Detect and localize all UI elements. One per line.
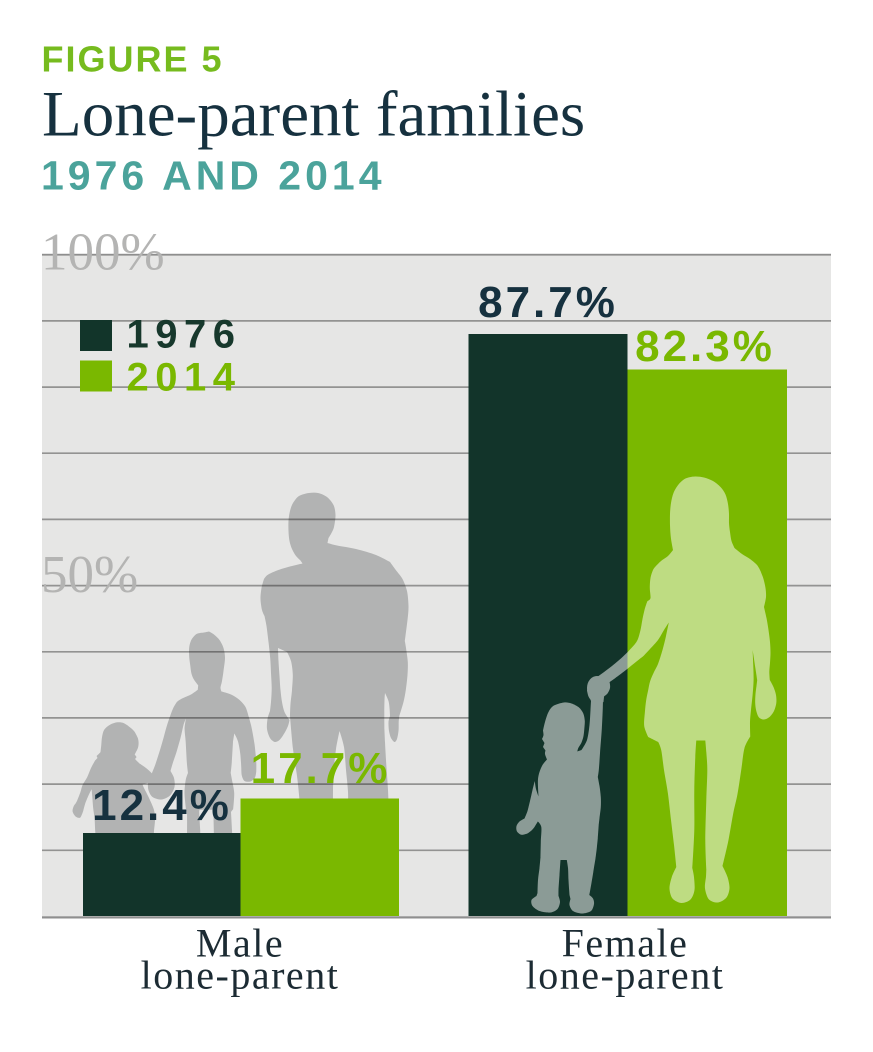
svg-text:Lone-parent families: Lone-parent families — [42, 79, 585, 151]
svg-text:12.4%: 12.4% — [92, 781, 232, 830]
svg-text:lone-parent: lone-parent — [141, 953, 340, 998]
svg-text:100%: 100% — [41, 224, 165, 282]
svg-text:82.3%: 82.3% — [635, 322, 775, 371]
svg-text:1976: 1976 — [127, 313, 242, 357]
svg-text:17.7%: 17.7% — [251, 744, 391, 793]
svg-text:lone-parent: lone-parent — [526, 953, 725, 998]
svg-text:87.7%: 87.7% — [478, 278, 618, 327]
svg-text:2014: 2014 — [127, 356, 242, 400]
svg-text:50%: 50% — [41, 546, 138, 604]
svg-text:1976 AND 2014: 1976 AND 2014 — [41, 153, 386, 199]
svg-text:FIGURE 5: FIGURE 5 — [42, 39, 224, 80]
svg-text:Female: Female — [562, 921, 689, 966]
svg-text:Male: Male — [196, 921, 284, 966]
